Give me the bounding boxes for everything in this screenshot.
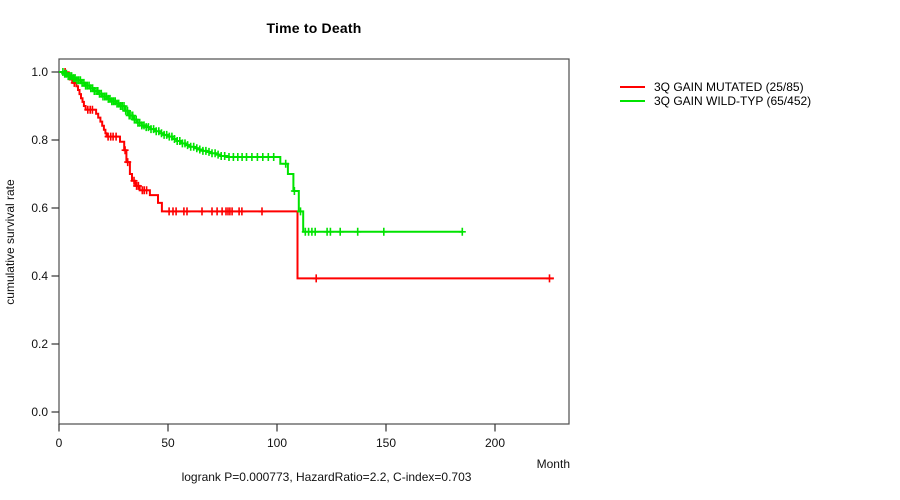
- x-tick-label: 200: [484, 436, 506, 450]
- plot-box: [58, 58, 570, 425]
- legend-line-swatch: [620, 99, 645, 102]
- survival-curve: [59, 71, 463, 233]
- x-tick-label: 150: [375, 436, 397, 450]
- x-tick-label: 0: [55, 436, 63, 450]
- survival-curve: [59, 71, 554, 280]
- x-tick-label: 100: [266, 436, 288, 450]
- legend-label: 3Q GAIN WILD-TYP (65/452): [654, 93, 812, 108]
- series-wildtype: [59, 68, 466, 236]
- censor-marks: [61, 68, 553, 283]
- y-tick-label: 1.0: [31, 65, 48, 79]
- legend-entry-mutated: 3Q GAIN MUTATED (25/85): [620, 79, 811, 94]
- censor-marks: [59, 68, 466, 236]
- y-tick-label: 0.0: [31, 405, 48, 419]
- chart-title: Time to Death: [266, 20, 362, 36]
- y-tick-label: 0.6: [31, 201, 48, 215]
- x-axis-title: Month: [536, 457, 570, 471]
- legend-label: 3Q GAIN MUTATED (25/85): [654, 79, 804, 94]
- y-tick-label: 0.4: [31, 269, 48, 283]
- y-axis-title: cumulative survival rate: [3, 179, 17, 305]
- y-tick-label: 0.8: [31, 133, 48, 147]
- legend: 3Q GAIN MUTATED (25/85) 3Q GAIN WILD-TYP …: [620, 80, 811, 108]
- axis-ticks: [51, 71, 496, 432]
- legend-line-swatch: [620, 85, 645, 88]
- legend-entry-wildtype: 3Q GAIN WILD-TYP (65/452): [620, 93, 812, 108]
- series-mutated: [59, 68, 554, 283]
- x-tick-label: 50: [161, 436, 175, 450]
- y-tick-label: 0.2: [31, 337, 48, 351]
- stats-footer: logrank P=0.000773, HazardRatio=2.2, C-i…: [181, 470, 472, 484]
